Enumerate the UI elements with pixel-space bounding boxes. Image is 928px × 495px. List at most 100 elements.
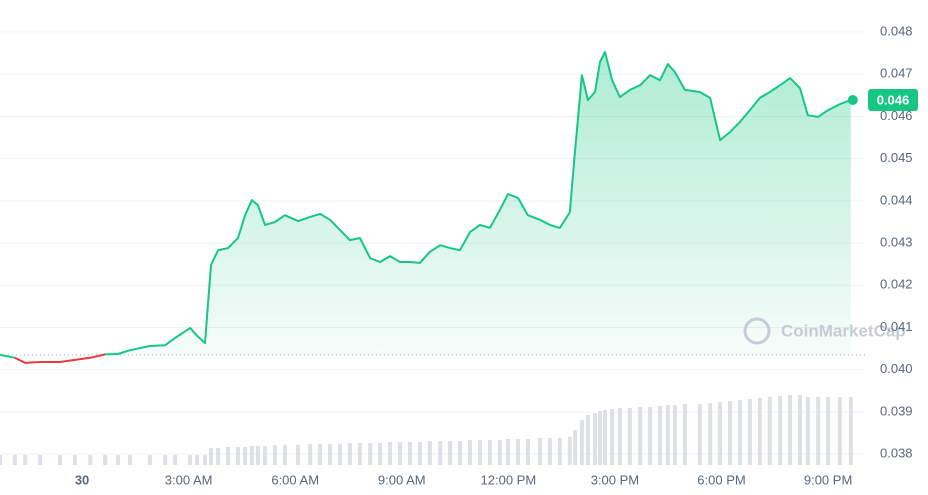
y-tick-label: 0.040 bbox=[880, 361, 913, 376]
volume-bar bbox=[497, 440, 502, 465]
volume-bar bbox=[357, 443, 362, 465]
volume-bar bbox=[448, 441, 453, 465]
volume-bar bbox=[598, 411, 603, 465]
volume-bar bbox=[579, 420, 584, 465]
volume-bar bbox=[805, 397, 810, 465]
line bbox=[0, 50, 858, 364]
y-tick-label: 0.039 bbox=[880, 403, 913, 418]
x-tick-label: 3:00 AM bbox=[165, 472, 213, 487]
volume-bar bbox=[23, 455, 28, 465]
x-tick-label: 30 bbox=[75, 472, 89, 487]
volume-bar bbox=[202, 455, 207, 465]
volume-bar bbox=[188, 455, 193, 465]
area bbox=[0, 51, 865, 363]
volume-bar bbox=[308, 444, 313, 465]
x-tick-label: 3:00 PM bbox=[591, 472, 639, 487]
area bbox=[0, 51, 851, 363]
volume-bar bbox=[467, 440, 472, 465]
volume-bar bbox=[665, 405, 670, 465]
price-line bbox=[0, 50, 852, 364]
volume-bar bbox=[525, 439, 530, 465]
volume-bar bbox=[487, 440, 492, 465]
volume-bar bbox=[682, 404, 687, 465]
volume-bar bbox=[826, 397, 831, 465]
volume-bar bbox=[567, 437, 572, 465]
watermark-logo bbox=[743, 317, 771, 345]
volume-bar bbox=[282, 445, 287, 465]
volume-bar bbox=[103, 455, 108, 465]
volume-bar bbox=[593, 413, 598, 465]
volume-bar bbox=[585, 415, 590, 465]
volume-bar bbox=[672, 405, 677, 465]
volume-bar bbox=[767, 397, 772, 465]
volume-bar bbox=[296, 445, 301, 465]
volume-bar bbox=[263, 446, 268, 465]
y-tick-label: 0.041 bbox=[880, 319, 913, 334]
volume-bar bbox=[438, 441, 443, 465]
volume-bar bbox=[216, 448, 221, 465]
volume-bar bbox=[115, 455, 120, 465]
volume-bar bbox=[778, 396, 783, 465]
volume-bar bbox=[557, 438, 562, 465]
volume-bar bbox=[547, 438, 552, 465]
volume-bar bbox=[58, 455, 63, 465]
volume-bar bbox=[697, 404, 702, 465]
volume-bar bbox=[737, 400, 742, 465]
volume-bar bbox=[72, 455, 77, 465]
x-tick-label: 12:00 PM bbox=[481, 472, 537, 487]
volume-bar bbox=[249, 446, 254, 465]
volume-bar bbox=[209, 448, 214, 465]
y-tick-label: 0.045 bbox=[880, 150, 913, 165]
volume-bar bbox=[718, 402, 723, 465]
volume-bar bbox=[337, 444, 342, 465]
volume-bar bbox=[848, 397, 853, 465]
volume-bar bbox=[648, 407, 653, 465]
volume-bar bbox=[38, 455, 43, 465]
y-tick-label: 0.043 bbox=[880, 234, 913, 249]
x-tick-label: 9:00 AM bbox=[378, 472, 426, 487]
volume-bar bbox=[728, 401, 733, 465]
volume-bar bbox=[236, 447, 241, 465]
y-tick-label: 0.044 bbox=[880, 192, 913, 207]
volume-bar bbox=[407, 442, 412, 465]
volume-bar bbox=[272, 445, 277, 465]
volume-bar bbox=[226, 447, 231, 465]
volume-bar bbox=[658, 406, 663, 465]
volume-bar bbox=[506, 439, 511, 465]
volume-bar bbox=[458, 441, 463, 465]
x-tick-label: 6:00 AM bbox=[271, 472, 319, 487]
volume-bar bbox=[747, 399, 752, 465]
y-tick-label: 0.048 bbox=[880, 24, 913, 39]
price-tag bbox=[868, 89, 918, 112]
volume-bar bbox=[388, 442, 393, 465]
volume-bar bbox=[477, 440, 482, 465]
y-tick-label: 0.046 bbox=[880, 108, 913, 123]
x-tick-label: 9:00 PM bbox=[804, 472, 852, 487]
volume-bar bbox=[708, 403, 713, 465]
volume-bar bbox=[788, 395, 793, 465]
volume-bar bbox=[318, 444, 323, 465]
volume-bar bbox=[816, 397, 821, 465]
last-point bbox=[847, 95, 858, 106]
price-tag-label: 0.046 bbox=[877, 92, 910, 107]
volume-bar bbox=[573, 430, 578, 465]
volume-bar bbox=[627, 408, 632, 465]
y-tick-label: 0.038 bbox=[880, 445, 913, 460]
volume-bar bbox=[147, 455, 152, 465]
volume-bar bbox=[378, 443, 383, 465]
volume-bar bbox=[417, 442, 422, 465]
volume-bar bbox=[368, 443, 373, 465]
volume-bar bbox=[398, 442, 403, 465]
volume-bar bbox=[195, 455, 200, 465]
volume-bar bbox=[602, 410, 607, 465]
watermark-text: CoinMarketCap bbox=[781, 321, 906, 340]
volume-bar bbox=[427, 441, 432, 465]
volume-bar bbox=[798, 395, 803, 465]
volume-bar bbox=[328, 444, 333, 465]
y-tick-label: 0.042 bbox=[880, 277, 913, 292]
volume-bar bbox=[128, 455, 133, 465]
axes: 0.038 0.039 0.040 0.041 0.042 0.043 0.044 0.045… bbox=[75, 24, 918, 487]
volume-bar bbox=[173, 455, 178, 465]
